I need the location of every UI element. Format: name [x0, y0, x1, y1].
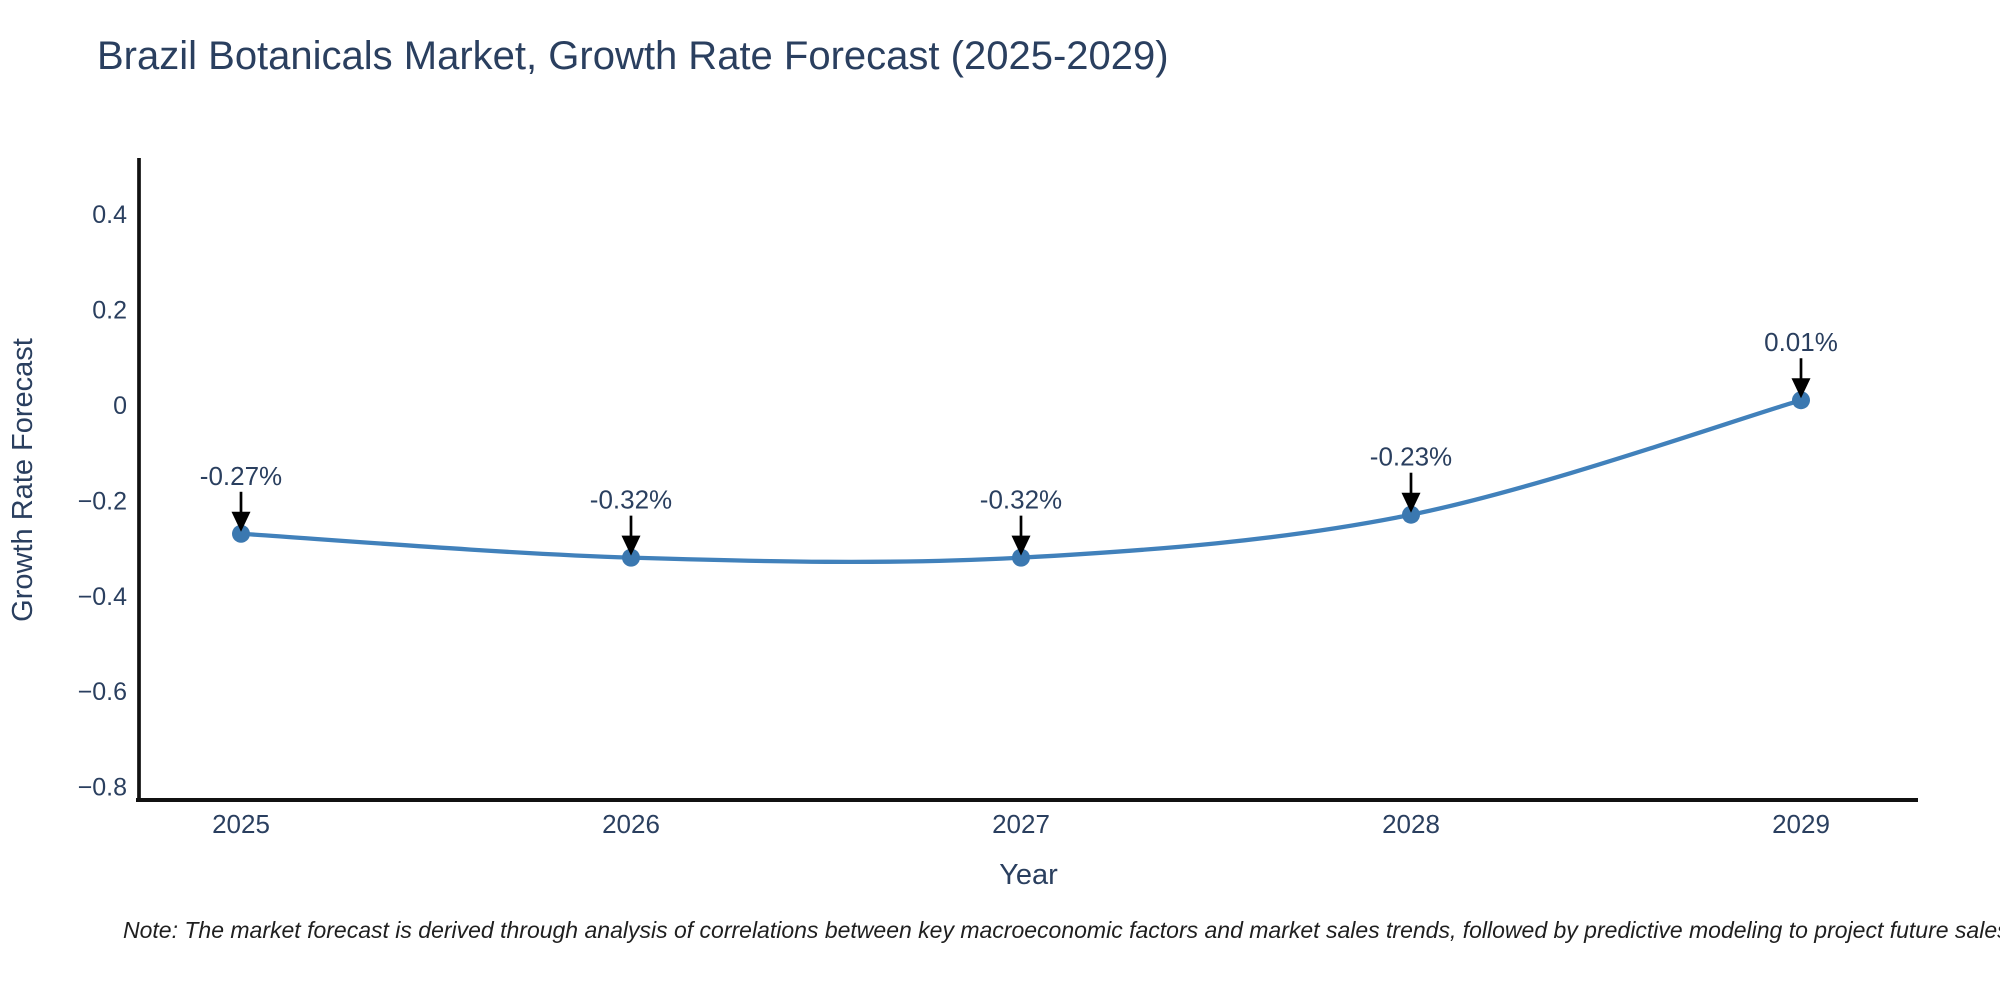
- x-tick-label: 2028: [1382, 809, 1440, 839]
- footnote: Note: The market forecast is derived thr…: [123, 917, 2000, 943]
- x-tick-label: 2025: [212, 809, 270, 839]
- y-tick-label: −0.6: [78, 678, 127, 706]
- y-tick-label: −0.4: [78, 583, 127, 611]
- data-point-marker: [1012, 548, 1030, 567]
- chart-title: Brazil Botanicals Market, Growth Rate Fo…: [97, 34, 1169, 78]
- x-tick-label: 2027: [992, 809, 1050, 839]
- data-point-marker: [232, 524, 250, 543]
- x-axis-title: Year: [999, 859, 1058, 891]
- annotation-label: -0.32%: [590, 485, 672, 515]
- y-tick-label: −0.2: [78, 487, 127, 515]
- y-tick-label: 0.4: [92, 201, 127, 229]
- x-tick-label: 2026: [602, 809, 660, 839]
- annotation-arrow-head: [621, 535, 641, 556]
- y-tick-label: 0.2: [92, 297, 127, 325]
- x-tick-label: 2029: [1772, 809, 1830, 839]
- y-tick-label: 0: [113, 392, 127, 420]
- annotation-label: -0.27%: [200, 461, 282, 491]
- annotation-arrow-head: [231, 511, 251, 532]
- annotation-label: -0.23%: [1370, 442, 1452, 472]
- annotation-label: -0.32%: [980, 485, 1062, 515]
- annotation-arrow-head: [1401, 492, 1421, 513]
- annotation-label: 0.01%: [1764, 327, 1838, 357]
- data-point-marker: [1402, 505, 1420, 524]
- y-axis-title: Growth Rate Forecast: [7, 338, 39, 622]
- data-point-marker: [622, 548, 640, 567]
- annotation-arrow-head: [1791, 378, 1811, 399]
- y-tick-label: −0.8: [78, 774, 127, 802]
- data-point-marker: [1792, 391, 1810, 410]
- annotation-arrow-head: [1011, 535, 1031, 556]
